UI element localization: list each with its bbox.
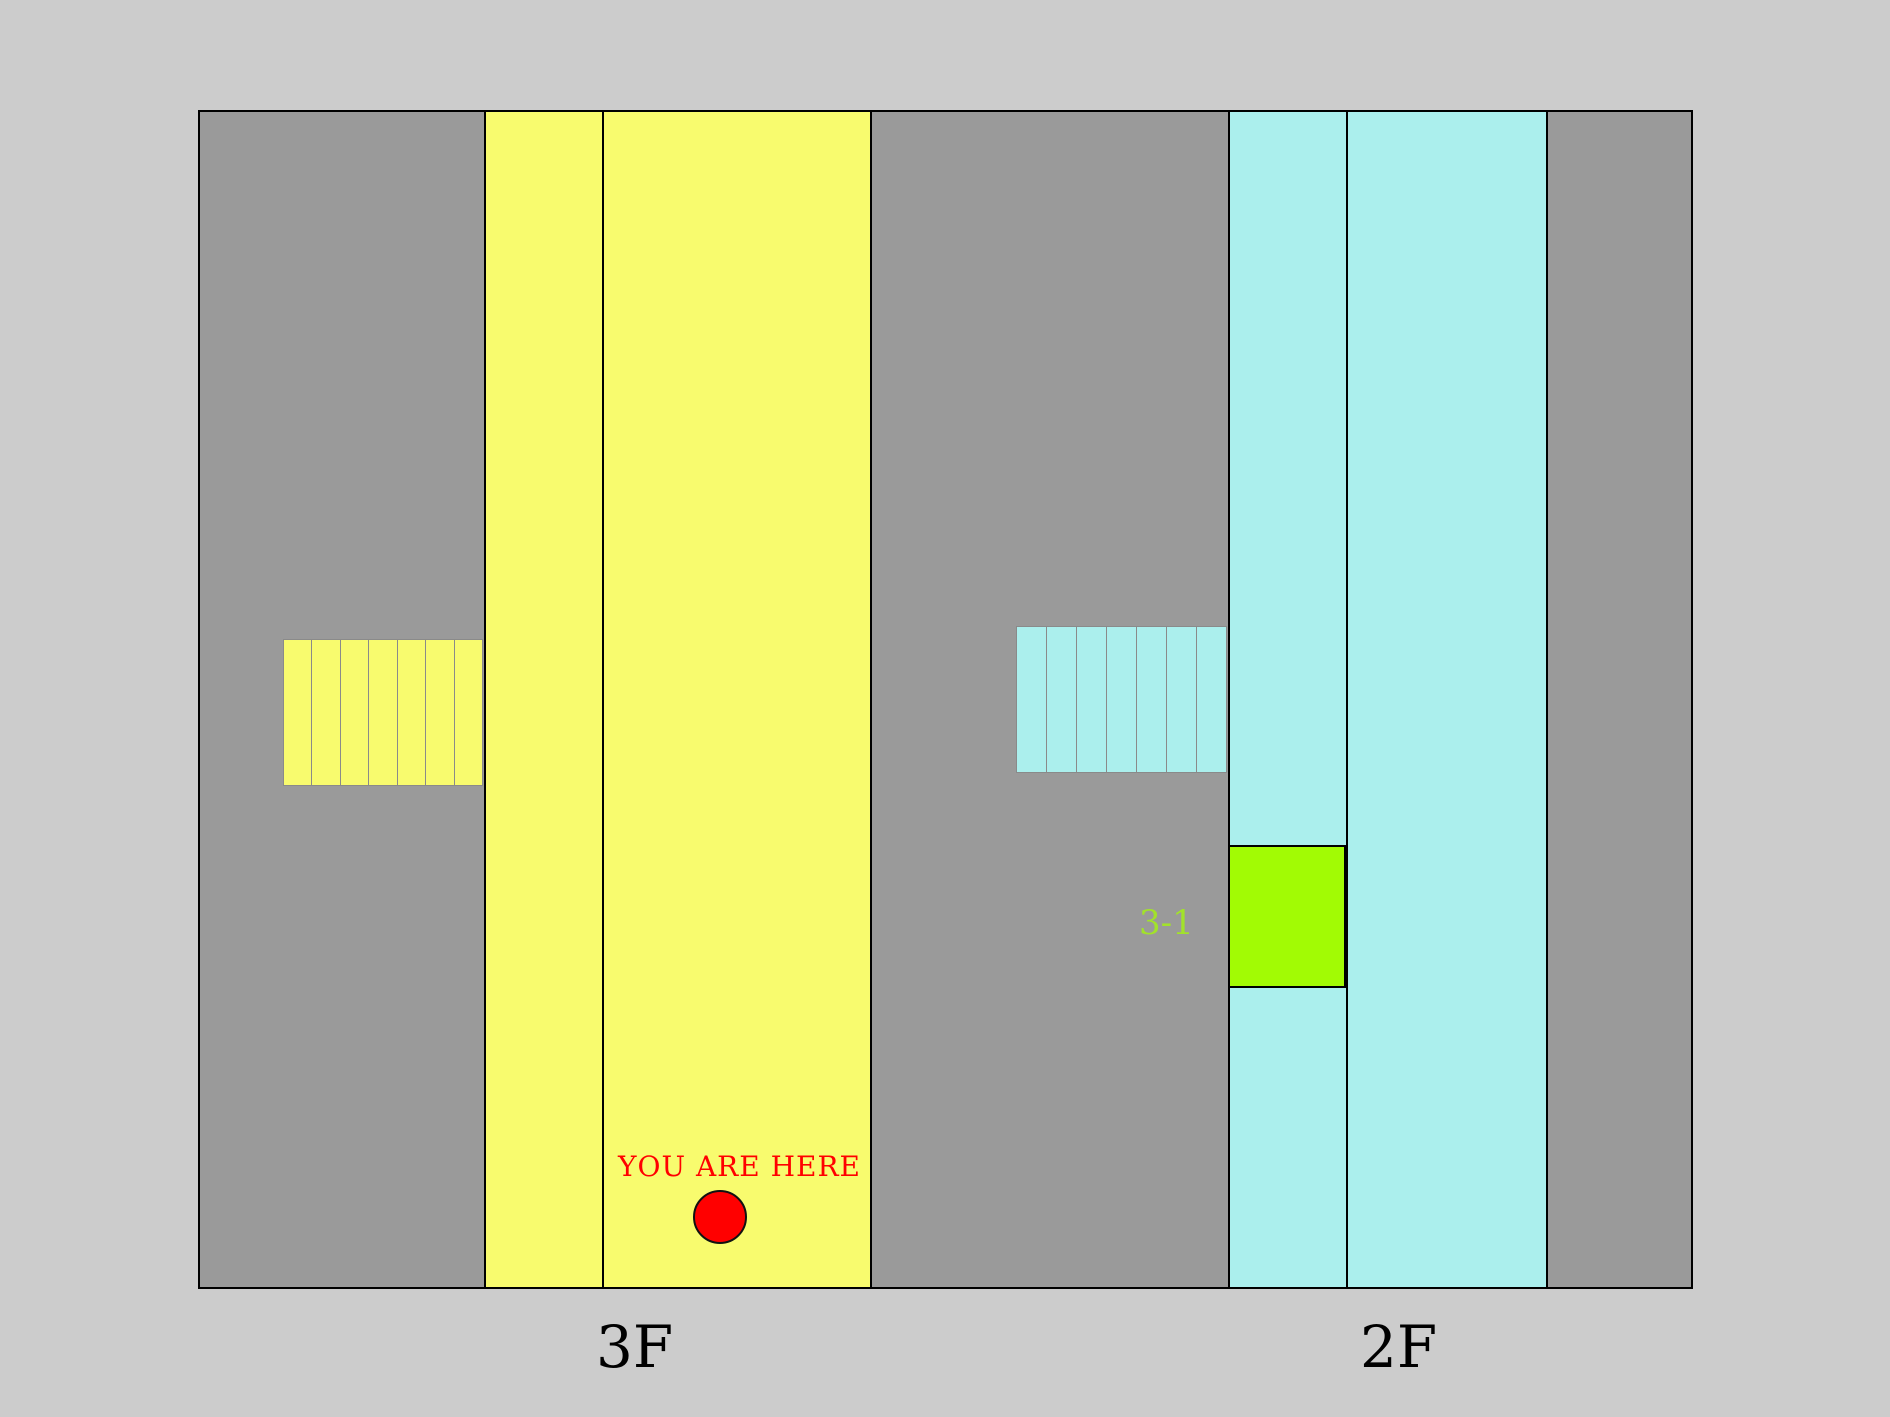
floor-label-3f: 3F: [596, 1313, 674, 1381]
stair-step: [1107, 627, 1137, 772]
wall-divider: [1228, 112, 1230, 1287]
stair-step: [1017, 627, 1047, 772]
stair-step: [1197, 627, 1226, 772]
staircase-3f: [283, 639, 483, 786]
wall-divider: [1546, 112, 1548, 1287]
stair-step: [455, 640, 482, 785]
corridor-east: [1547, 112, 1691, 1287]
room-3-1[interactable]: [1228, 845, 1346, 988]
map-frame: [198, 110, 1693, 1289]
stair-step: [369, 640, 398, 785]
wall-divider: [484, 112, 486, 1287]
stair-step: [1047, 627, 1077, 772]
you-are-here-marker: [693, 1190, 747, 1244]
you-are-here-label: YOU ARE HERE: [618, 1150, 861, 1183]
wall-divider: [1346, 112, 1348, 1287]
floor-2f-wing-main: [1347, 112, 1547, 1287]
staircase-2f: [1016, 626, 1227, 773]
floor-3f-wing-main: [603, 112, 871, 1287]
floor-2f-wing-narrow: [1229, 112, 1347, 1287]
stair-step: [1167, 627, 1197, 772]
stair-step: [426, 640, 455, 785]
wall-divider: [870, 112, 872, 1287]
stair-step: [1077, 627, 1107, 772]
floor-3f-wing-narrow: [485, 112, 603, 1287]
wall-divider: [602, 112, 604, 1287]
stair-step: [1137, 627, 1167, 772]
stair-step: [341, 640, 370, 785]
room-3-1-label: 3-1: [1139, 903, 1194, 943]
stair-step: [312, 640, 341, 785]
stair-step: [398, 640, 427, 785]
stair-step: [284, 640, 313, 785]
floor-label-2f: 2F: [1360, 1313, 1438, 1381]
